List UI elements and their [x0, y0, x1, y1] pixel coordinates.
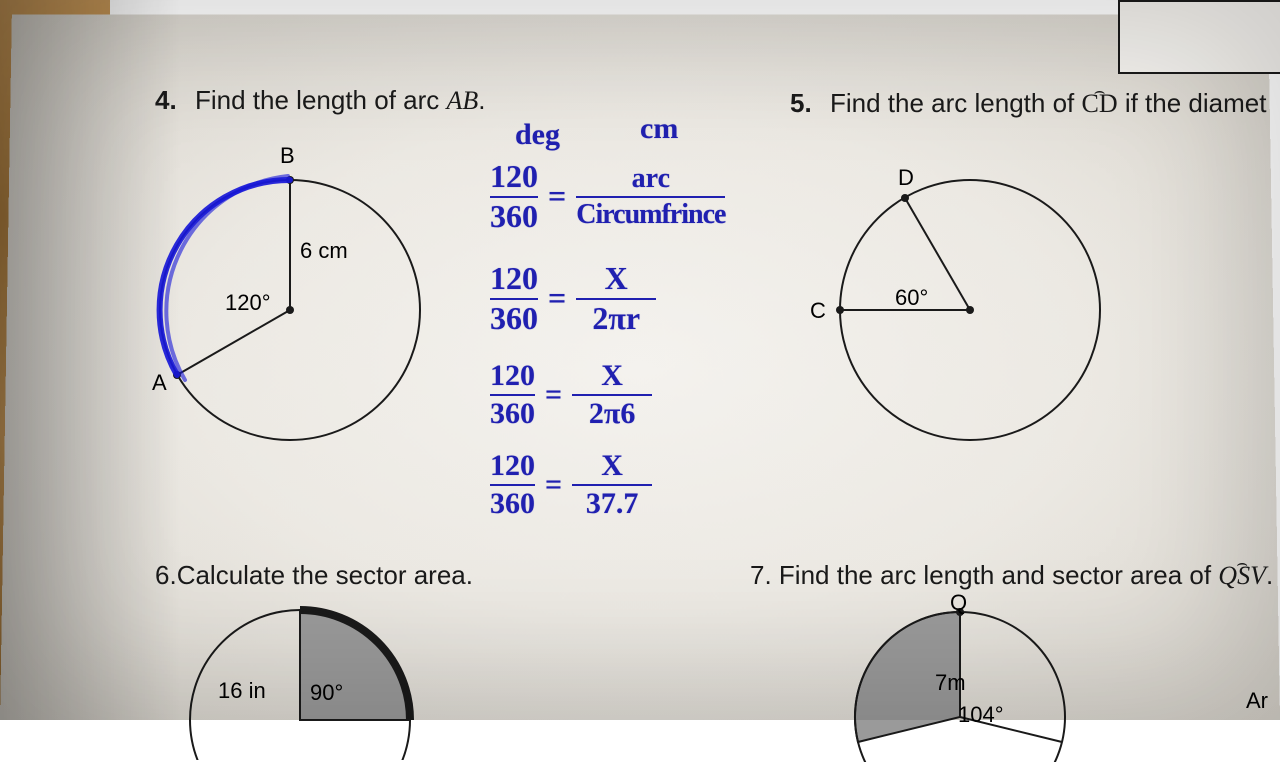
p6-text: 6.Calculate the sector area.: [155, 560, 473, 591]
p5-text: Find the arc length of ⌢CD if the diamet: [830, 88, 1266, 119]
hl3-left: 120 360: [490, 360, 535, 429]
p4-text: Find the length of arc AB.: [195, 85, 485, 116]
hl4-ltop: 120: [490, 450, 535, 482]
p6-label-angle: 90°: [310, 680, 343, 706]
hl4-right: X 37.7: [572, 450, 652, 519]
hl2-left: 120 360: [490, 262, 538, 335]
p5-text2: if the diamet: [1118, 88, 1267, 118]
p4-label-angle: 120°: [225, 290, 271, 316]
p6-number: 6.: [155, 560, 177, 590]
hl4-rtop: X: [601, 450, 623, 482]
p4-label-B: B: [280, 143, 295, 169]
p7-text: 7. Find the arc length and sector area o…: [750, 560, 1273, 591]
hand-header-cm: cm: [640, 112, 678, 146]
p4-var: AB: [446, 86, 478, 115]
p7-label-Q: Q: [950, 590, 967, 616]
p7-label-angle: 104°: [958, 702, 1004, 728]
p7-arc: ⌢QSV: [1218, 561, 1266, 590]
p5-diagram: [810, 150, 1130, 470]
p6-text-span: Calculate the sector area.: [177, 560, 473, 590]
p6-label-radius: 16 in: [218, 678, 266, 704]
p4-text-span: Find the length of arc: [195, 85, 446, 115]
hand-line-3: 120 360 = X 2π6: [490, 360, 652, 429]
p7-text-span: Find the arc length and sector area of: [779, 560, 1218, 590]
p5-arc: ⌢CD: [1081, 89, 1117, 118]
hl1-eq: =: [548, 178, 566, 215]
p5-label-C: C: [810, 298, 826, 324]
p7-period: .: [1266, 560, 1273, 590]
hl2-rbot: 2πr: [592, 302, 640, 336]
hl2-lbot: 360: [490, 302, 538, 336]
hl4-left: 120 360: [490, 450, 535, 519]
p7-side-label: Ar: [1246, 688, 1268, 714]
p4-diagram: [130, 150, 450, 470]
fraction-bar: [572, 484, 652, 486]
p4-period: .: [478, 85, 485, 115]
hl1-rtop: arc: [632, 164, 670, 193]
hl1-lbot: 360: [490, 200, 538, 234]
p4-label-A: A: [152, 370, 167, 396]
fraction-bar: [572, 394, 652, 396]
hl2-rtop: X: [605, 262, 628, 296]
hl3-lbot: 360: [490, 398, 535, 430]
hl2-eq: =: [548, 280, 566, 317]
p5-label-D: D: [898, 165, 914, 191]
p7-label-radius: 7m: [935, 670, 966, 696]
fraction-bar: [490, 484, 535, 486]
p6-diagram: [170, 600, 430, 760]
hl1-rbot: Circumfrince: [576, 200, 725, 229]
p5-number: 5.: [790, 88, 812, 119]
p5-text-span: Find the arc length of: [830, 88, 1081, 118]
hl3-right: X 2π6: [572, 360, 652, 429]
hl1-left: 120 360: [490, 160, 538, 233]
p7-number: 7.: [750, 560, 772, 590]
hl1-ltop: 120: [490, 160, 538, 194]
hl4-rbot: 37.7: [586, 488, 639, 520]
p5-label-angle: 60°: [895, 285, 928, 311]
fraction-bar: [576, 196, 725, 198]
hand-line-2: 120 360 = X 2πr: [490, 262, 656, 335]
hl2-ltop: 120: [490, 262, 538, 296]
hl1-right: arc Circumfrince: [576, 164, 725, 229]
hl4-eq: =: [545, 468, 562, 502]
hl3-rbot: 2π6: [589, 398, 635, 430]
hl3-eq: =: [545, 378, 562, 412]
p4-number: 4.: [155, 85, 177, 116]
p4-label-radius: 6 cm: [300, 238, 348, 264]
hl3-rtop: X: [601, 360, 623, 392]
hl4-lbot: 360: [490, 488, 535, 520]
hand-header-deg: deg: [515, 118, 560, 152]
hl3-ltop: 120: [490, 360, 535, 392]
hand-line-4: 120 360 = X 37.7: [490, 450, 652, 519]
hand-line-1: 120 360 = arc Circumfrince: [490, 160, 725, 233]
fraction-bar: [490, 394, 535, 396]
hl2-right: X 2πr: [576, 262, 656, 335]
corner-box: [1118, 0, 1280, 74]
